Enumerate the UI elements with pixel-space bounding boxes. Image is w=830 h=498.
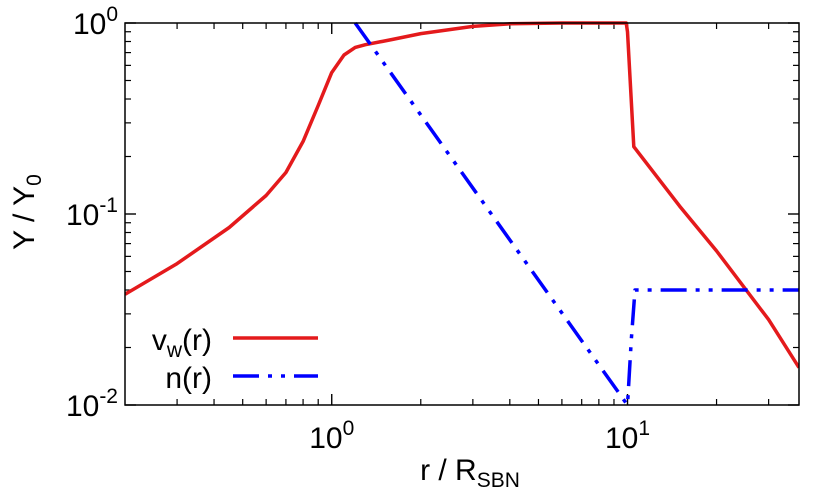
- x-tick-label: 101: [605, 417, 650, 455]
- series-line-n: [353, 21, 799, 407]
- major-ticks: [125, 22, 799, 406]
- series-layer: [125, 21, 799, 407]
- y-axis-label: Y / Y0: [8, 174, 46, 250]
- x-axis-label: r / RSBN: [420, 454, 520, 492]
- plot-frame: [124, 22, 800, 406]
- y-tick-label: 10-1: [66, 194, 118, 232]
- y-tick-label: 10-2: [66, 385, 118, 423]
- legend: vw(r) n(r): [152, 324, 318, 395]
- y-tick-labels: 10-2 10-1 100: [66, 3, 118, 423]
- y-tick-label: 100: [73, 3, 118, 41]
- legend-label-n: n(r): [165, 362, 212, 395]
- series-line-vw: [125, 21, 799, 369]
- x-tick-labels: 100 101: [309, 417, 650, 455]
- minor-ticks: [125, 23, 799, 405]
- x-tick-label: 100: [309, 417, 354, 455]
- legend-label-vw: vw(r): [152, 324, 212, 362]
